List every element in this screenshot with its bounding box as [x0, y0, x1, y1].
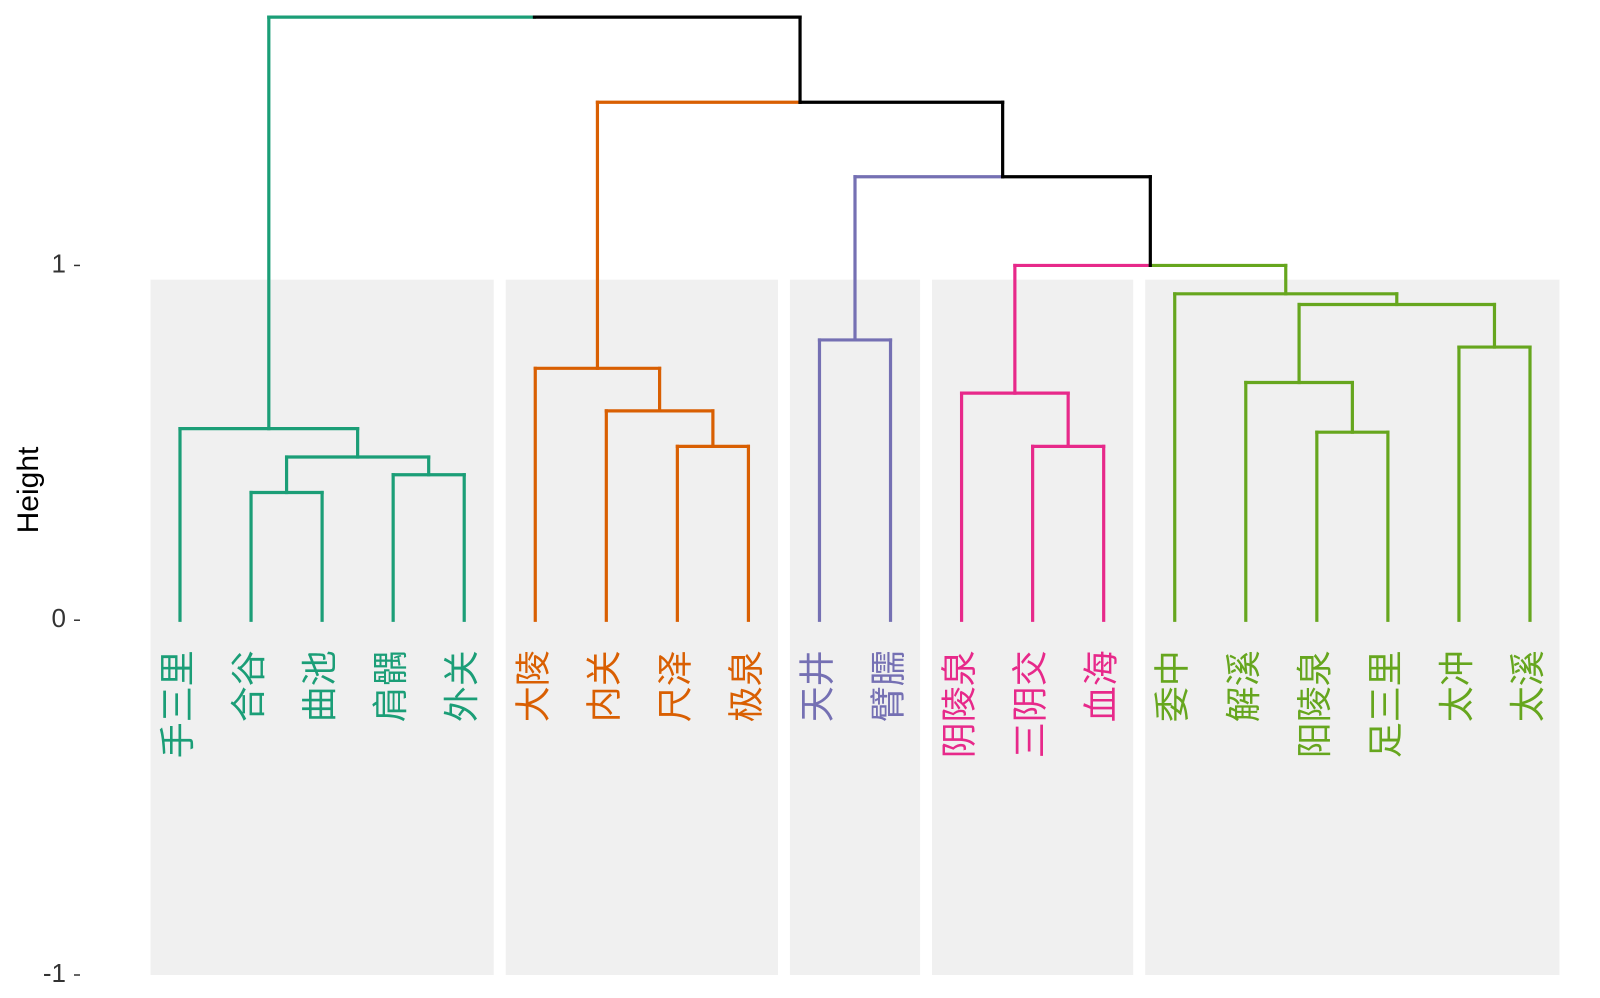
leaf-label: 手三里	[158, 650, 199, 758]
leaf-label: 极泉	[726, 650, 767, 722]
cluster-rect-2	[505, 279, 778, 976]
leaf-label: 阳陵泉	[1295, 650, 1336, 758]
leaf-label: 大陵	[513, 650, 554, 722]
leaf-label: 解溪	[1224, 650, 1265, 722]
leaf-label: 尺泽	[655, 650, 696, 722]
leaf-label: 委中	[1153, 650, 1194, 722]
y-axis: -1 0 1	[43, 248, 80, 988]
cluster-background-rects	[150, 279, 1560, 976]
leaf-label: 外关	[442, 650, 483, 722]
y-tick-label: -1	[43, 958, 66, 988]
leaf-label: 合谷	[229, 650, 270, 722]
y-tick-label: 0	[52, 603, 66, 633]
y-axis-title: Height	[12, 446, 45, 533]
leaf-label: 臂臑	[869, 650, 910, 722]
y-tick-label: 1	[52, 248, 66, 278]
cluster-rect-1	[150, 279, 494, 976]
cluster-rect-4	[932, 279, 1134, 976]
leaf-label: 三阴交	[1011, 650, 1052, 758]
leaf-label: 足三里	[1366, 650, 1407, 758]
dendrogram-branches	[178, 15, 1532, 622]
leaf-label: 血海	[1082, 650, 1123, 722]
leaf-label: 阴陵泉	[940, 650, 981, 758]
leaf-label: 肩髃	[371, 650, 412, 722]
leaf-labels: 手三里 合谷 曲池 肩髃 外关 大陵 内关 尺泽 极泉 天井 臂臑 阴陵泉 三阴交 血海 委中 解溪 阳陵泉 足三…	[158, 650, 1549, 758]
leaf-label: 太溪	[1508, 650, 1549, 722]
cluster-rect-3	[789, 279, 921, 976]
leaf-label: 曲池	[300, 650, 341, 722]
leaf-label: 太冲	[1437, 650, 1478, 722]
leaf-label: 天井	[797, 650, 838, 722]
leaf-label: 内关	[584, 650, 625, 722]
